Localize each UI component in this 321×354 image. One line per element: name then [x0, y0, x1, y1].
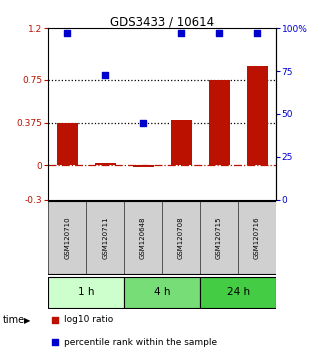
Text: GSM120710: GSM120710: [64, 216, 70, 259]
Bar: [95, 163, 116, 165]
Bar: [48, 201, 86, 274]
Point: [65, 31, 70, 36]
Bar: [162, 201, 200, 274]
Bar: [171, 120, 192, 165]
Bar: [247, 66, 267, 165]
Point: [216, 31, 221, 36]
Point: [52, 317, 57, 322]
Text: GSM120708: GSM120708: [178, 216, 184, 259]
Text: time: time: [3, 315, 25, 325]
Bar: [200, 201, 238, 274]
Text: percentile rank within the sample: percentile rank within the sample: [64, 338, 217, 347]
Bar: [200, 277, 276, 308]
Title: GDS3433 / 10614: GDS3433 / 10614: [110, 15, 214, 28]
Bar: [48, 277, 124, 308]
Text: ▶: ▶: [24, 316, 30, 325]
Text: 4 h: 4 h: [154, 286, 170, 297]
Point: [255, 31, 260, 36]
Point: [52, 339, 57, 345]
Point: [178, 31, 184, 36]
Text: GSM120648: GSM120648: [140, 216, 146, 259]
Text: 24 h: 24 h: [227, 286, 250, 297]
Text: GSM120715: GSM120715: [216, 216, 222, 259]
Text: log10 ratio: log10 ratio: [64, 315, 113, 324]
Bar: [133, 165, 153, 167]
Text: GSM120711: GSM120711: [102, 216, 108, 259]
Bar: [238, 201, 276, 274]
Bar: [57, 122, 78, 165]
Point: [141, 120, 146, 125]
Bar: [86, 201, 124, 274]
Bar: [124, 277, 200, 308]
Bar: [209, 80, 230, 165]
Text: 1 h: 1 h: [78, 286, 94, 297]
Bar: [124, 201, 162, 274]
Point: [102, 72, 108, 78]
Text: GSM120716: GSM120716: [254, 216, 260, 259]
